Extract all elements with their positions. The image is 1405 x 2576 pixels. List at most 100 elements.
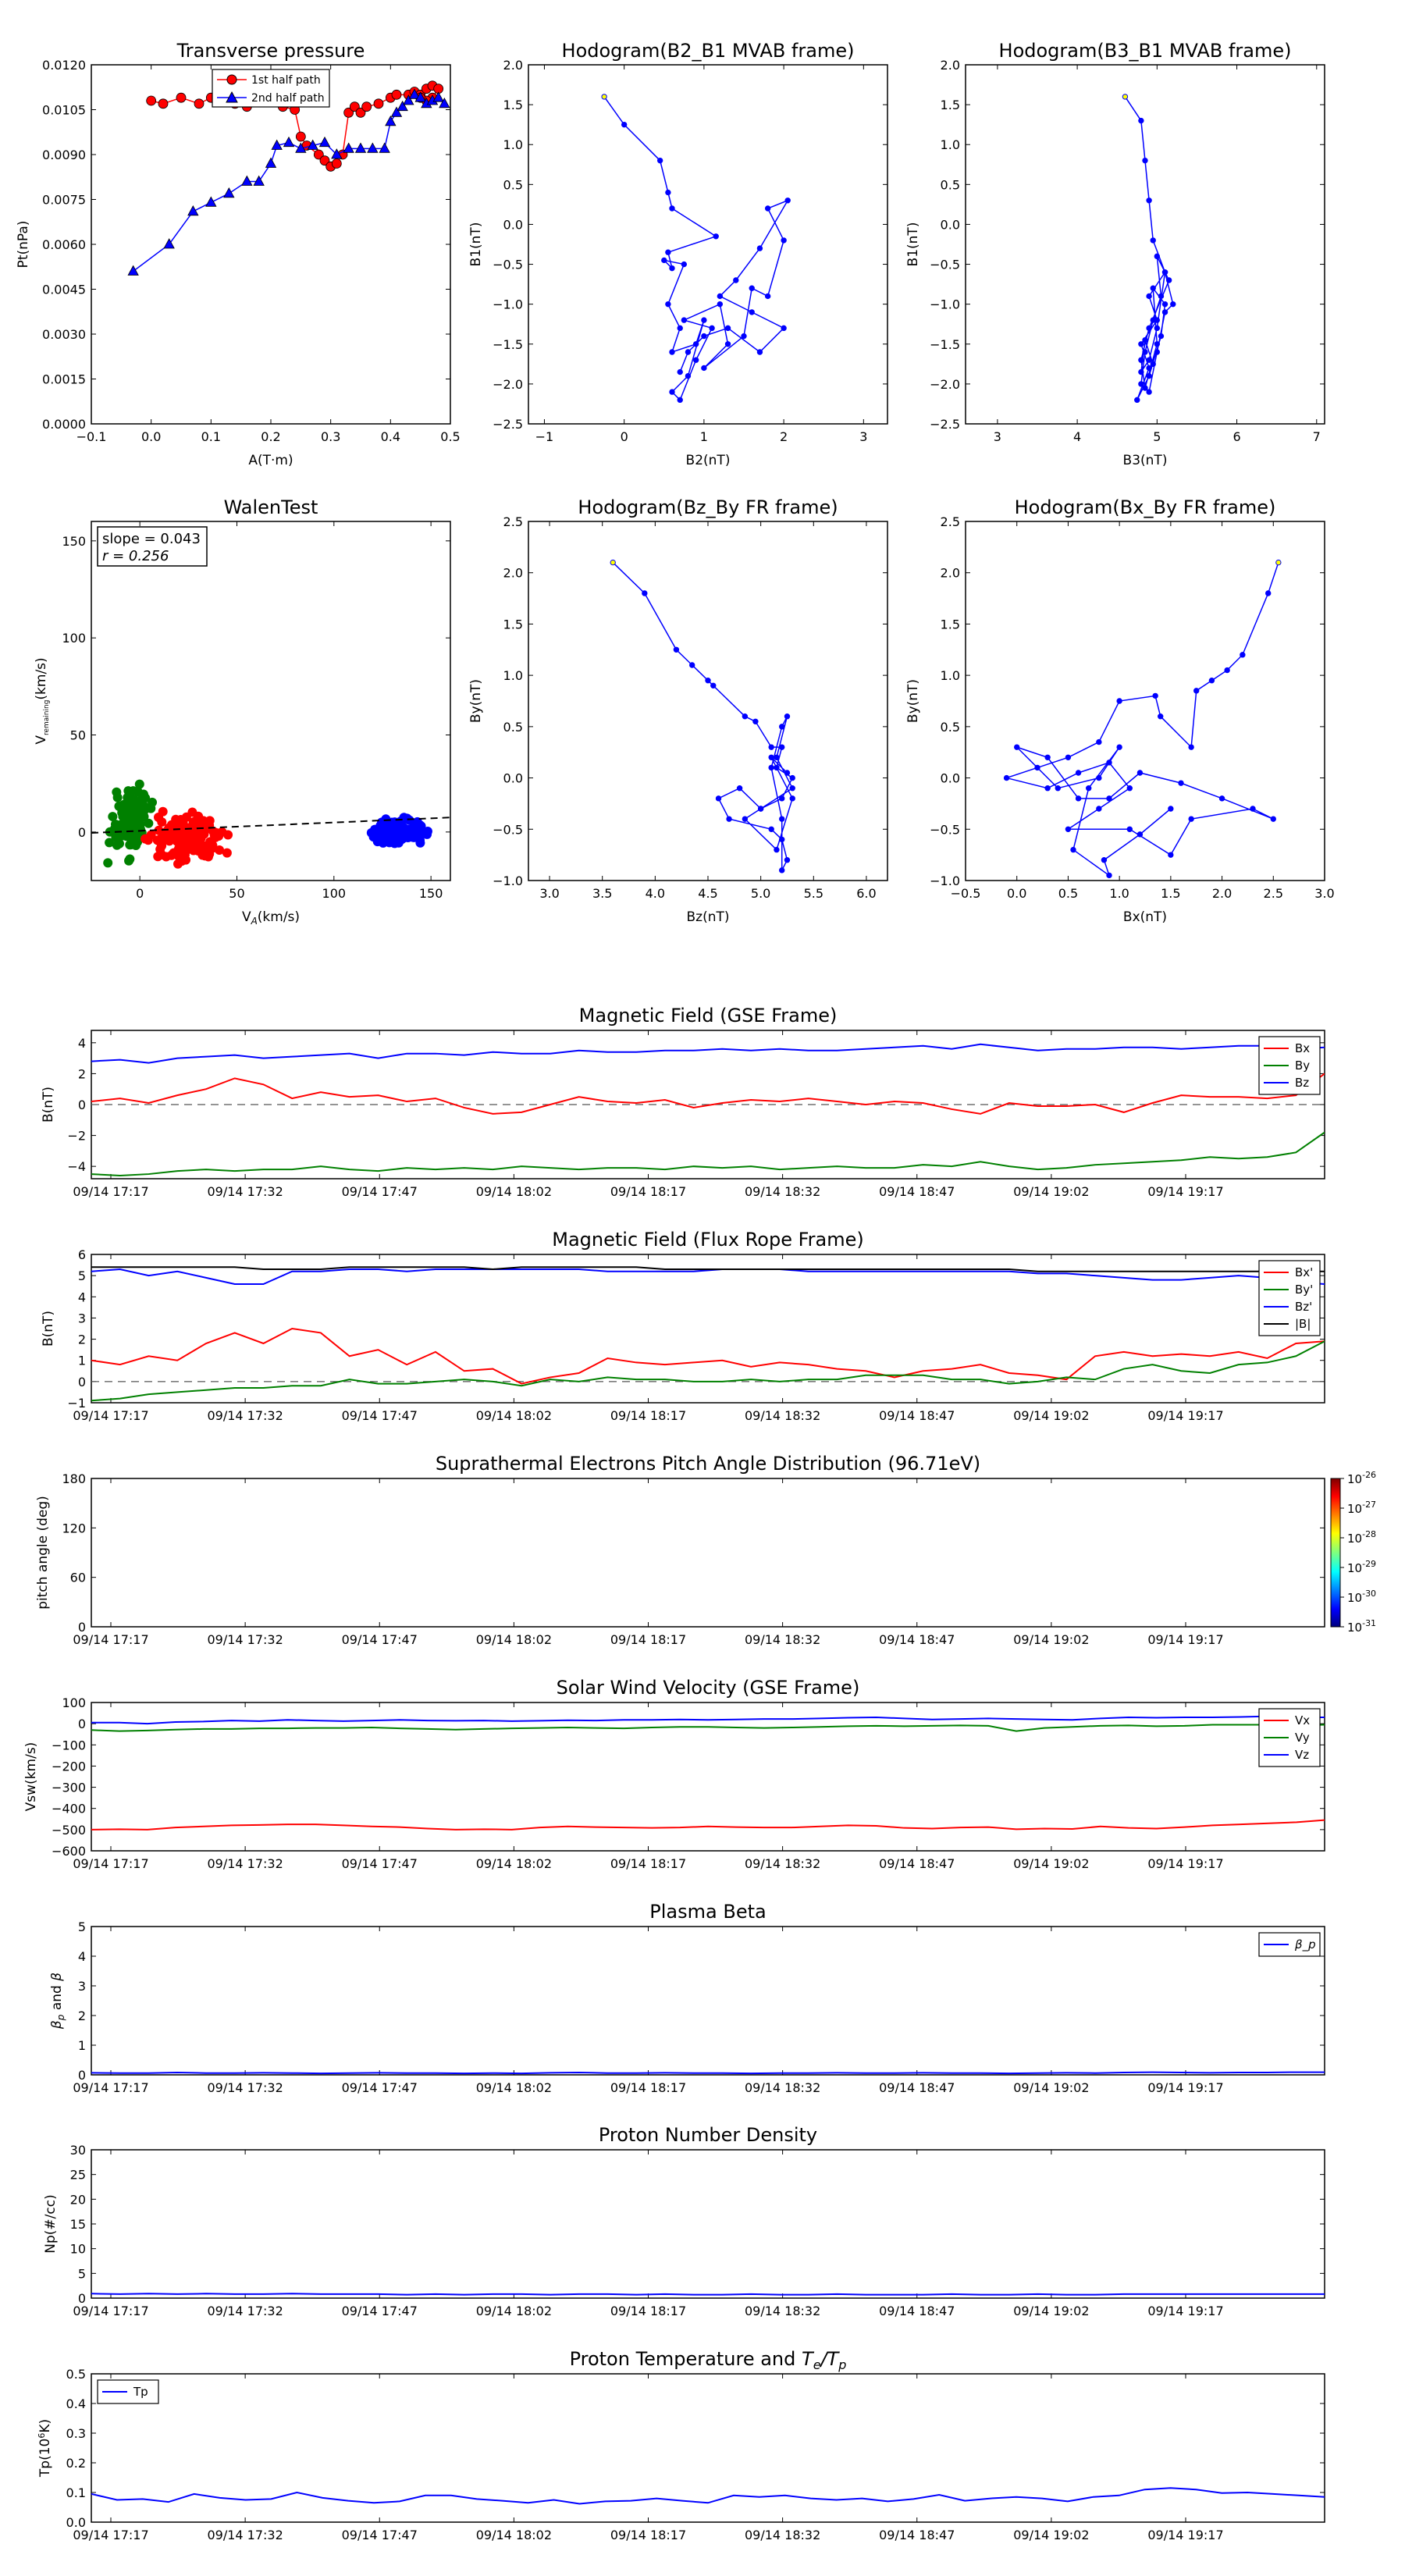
y-axis-label: B1(nT) [905,222,921,267]
x-tick-label: 09/14 19:02 [1013,1632,1089,1647]
panel-proton-temperature: Proton Temperature and Te/Tp 09/14 17:17… [37,2348,1325,2542]
data-point [114,838,124,849]
data-point [1158,333,1165,340]
data-point [439,97,450,109]
data-point [1086,785,1092,792]
y-tick-label: 0 [78,1620,86,1635]
data-point [120,817,130,827]
y-tick-label: −2.5 [493,417,523,432]
plot-area [965,64,1325,425]
x-tick-label: 0.0 [1007,886,1026,901]
y-tick-label: −1 [67,1396,86,1411]
panel-hodogram-bx-by: Hodogram(Bx_By FR frame) −0.5 0.0 0.5 1.0 1.… [905,496,1335,925]
data-point [621,121,628,128]
data-point [148,797,158,807]
r-annotation: r = 0.256 [102,548,169,564]
x-tick-label: 5.5 [804,886,823,901]
data-point [610,559,616,566]
y-tick-label: −1.0 [930,297,960,312]
data-point [180,850,190,860]
y-tick-label: 150 [62,534,86,549]
data-point [736,785,743,792]
data-point [789,785,795,792]
data-point [1136,831,1144,838]
x-tick-label: 4.0 [646,886,665,901]
data-point [1044,754,1051,760]
data-point [1158,293,1165,300]
data-point [1250,806,1256,812]
legend-entry: Bz' [1295,1300,1312,1314]
y-tick-label: −2.0 [930,377,960,392]
y-tick-label: 4 [78,1949,86,1964]
data-point [134,779,144,789]
x-tick-label: 6.0 [856,886,876,901]
data-point [253,175,265,186]
data-point [397,100,408,112]
data-point [1154,253,1161,260]
y-tick-label: 0.4 [66,2396,86,2411]
x-tick-label: 09/14 19:17 [1147,2304,1223,2318]
data-point [343,142,354,153]
data-point [768,764,774,771]
y-tick-label: 0.0075 [42,193,86,208]
data-point [1188,744,1194,750]
y-tick-label: 100 [62,631,86,646]
data-point [214,831,224,841]
x-tick-label: 09/14 17:17 [73,2528,148,2542]
y-tick-label: 2.0 [503,58,523,73]
x-tick-label: 09/14 18:32 [745,2080,820,2095]
y-tick-label: −4 [67,1159,86,1174]
x-tick-label: −0.5 [951,886,981,901]
data-point [331,148,343,159]
y-tick-label: −100 [52,1738,86,1752]
slope-annotation: slope = 0.043 [102,531,201,547]
x-tick-label: 09/14 17:17 [73,2304,148,2318]
data-point [1138,341,1144,347]
data-point [701,365,707,372]
y-axis-label: βp and β [49,1973,66,2030]
x-tick-label: 09/14 18:32 [745,1856,820,1871]
data-point [757,806,764,812]
data-point [319,155,330,166]
data-point [331,158,342,169]
data-point [1161,269,1168,276]
y-tick-label: 2.0 [941,58,960,73]
data-point [1154,341,1161,347]
x-tick-label: 50 [229,886,244,901]
data-point [222,848,232,858]
y-tick-label: −1.5 [493,337,523,352]
panel-plasma-beta: Plasma Beta 09/14 17:17 09/14 17:32 09/14 … [49,1901,1325,2095]
y-tick-label: 3 [78,1979,86,1994]
x-axis-label: VA(km/s) [242,909,300,927]
data-point [742,816,749,822]
legend-entry: Vz [1295,1748,1309,1762]
data-point [176,92,187,103]
x-tick-label: 09/14 17:32 [207,1408,283,1423]
x-tick-label: 09/14 17:47 [342,2080,418,2095]
y-tick-label: 0 [78,2068,86,2083]
x-tick-label: 09/14 18:32 [745,1632,820,1647]
x-tick-label: 3.5 [592,886,612,901]
data-point [717,301,724,308]
x-tick-label: 09/14 18:17 [610,1632,686,1647]
data-point [1170,301,1176,308]
colorbar [1330,1478,1341,1628]
y-tick-label: 0.3 [66,2426,86,2441]
data-point [307,139,318,150]
data-point [119,799,129,809]
x-tick-label: 100 [322,886,347,901]
data-point [397,834,407,845]
data-point [370,824,380,834]
y-tick-label: 15 [70,2217,86,2232]
x-tick-label: 3.0 [539,886,559,901]
y-tick-label: 4 [78,1290,86,1304]
data-point [724,341,731,347]
data-point [1146,325,1152,332]
data-point [373,98,384,109]
legend-entry: Bx [1295,1041,1310,1055]
data-point [710,682,717,688]
data-point [194,98,205,109]
x-tick-label: 09/14 18:02 [476,1408,552,1423]
data-point [1116,698,1122,704]
data-point [1034,764,1040,771]
